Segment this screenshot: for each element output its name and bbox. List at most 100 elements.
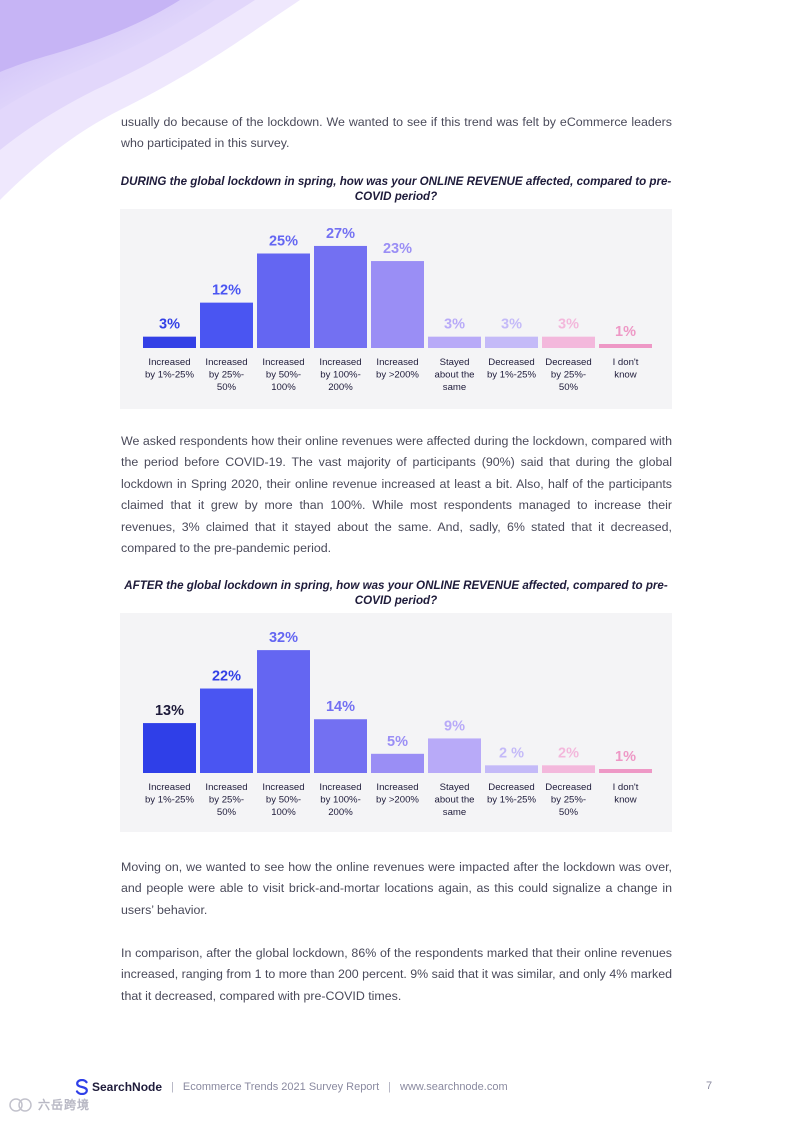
bar-value-label-0: 3% [159, 317, 180, 333]
category-label-1: Increased by 25%-50% [205, 357, 247, 393]
category-label-line: 200% [328, 382, 353, 393]
category-label-0: Increased by 1%-25% [145, 782, 195, 806]
bar-8 [599, 769, 652, 773]
during-analysis-paragraph: We asked respondents how their online re… [121, 434, 672, 556]
bar-value-label-1: 22% [212, 669, 241, 685]
bar-value-label-4: 23% [383, 241, 412, 257]
bar-1 [200, 688, 253, 773]
bar-value-label-2: 32% [269, 630, 298, 646]
watermark: 六岳跨境 [8, 1096, 90, 1113]
bar-value-label-5: 3% [444, 317, 465, 333]
bar-4 [371, 753, 424, 773]
category-label-line: by >200% [376, 370, 419, 381]
footer-separator: | [388, 1081, 392, 1093]
category-label-line: by 25%- [209, 370, 244, 381]
bar-5 [428, 738, 481, 773]
chart-panel-during: 3% Increased by 1%-25% 12% Increased by 25%-5… [120, 209, 672, 409]
footer-url-link[interactable]: www.searchnode.com [400, 1081, 508, 1093]
category-label-line: Increased [205, 782, 247, 793]
bar-8 [599, 344, 652, 348]
category-label-5: Stayed about the same [434, 782, 474, 818]
category-label-line: Decreased [488, 782, 534, 793]
decorative-wave-background [0, 0, 300, 200]
category-label-line: 50% [217, 382, 237, 393]
bar-value-label-6: 3% [501, 317, 522, 333]
category-label-line: by 25%- [551, 370, 586, 381]
bar-7 [542, 336, 595, 348]
category-label-line: by 1%-25% [145, 795, 195, 806]
category-label-line: Stayed [440, 357, 470, 368]
intro-paragraph: usually do because of the lockdown. We w… [121, 115, 672, 151]
bar-6 [485, 765, 538, 773]
category-label-line: by 1%-25% [487, 370, 537, 381]
category-label-3: Increased by 100%-200% [319, 357, 361, 393]
category-label-line: 50% [559, 382, 579, 393]
category-label-5: Stayed about the same [434, 357, 474, 393]
category-label-line: 200% [328, 807, 353, 818]
category-label-line: about the [434, 370, 474, 381]
transition-paragraph: Moving on, we wanted to see how the onli… [121, 860, 672, 917]
category-label-line: Decreased [545, 782, 591, 793]
category-label-line: Increased [205, 357, 247, 368]
bar-value-label-7: 3% [558, 317, 579, 333]
category-label-line: by 25%- [551, 795, 586, 806]
category-label-line: by 100%- [320, 370, 361, 381]
footer-separator: | [171, 1081, 174, 1093]
page-footer: SearchNode | Ecommerce Trends 2021 Surve… [75, 1078, 508, 1096]
bar-0 [143, 723, 196, 773]
category-label-line: same [443, 382, 466, 393]
category-label-6: Decreased by 1%-25% [487, 782, 537, 806]
category-label-line: 100% [271, 807, 296, 818]
category-label-8: I don't know [613, 357, 639, 381]
category-label-6: Decreased by 1%-25% [487, 357, 537, 381]
category-label-line: Stayed [440, 782, 470, 793]
bar-7 [542, 765, 595, 773]
category-label-7: Decreased by 25%-50% [545, 357, 591, 393]
category-label-4: Increased by >200% [376, 782, 419, 806]
bar-chart-during: 3%Increased by 1%-25%12%Increased by 25%-5… [143, 226, 652, 393]
footer-brand: SearchNode [92, 1080, 163, 1094]
category-label-line: Increased [262, 782, 304, 793]
category-label-7: Decreased by 25%-50% [545, 782, 591, 818]
category-label-line: same [443, 807, 466, 818]
category-label-line: by 25%- [209, 795, 244, 806]
bar-4 [371, 261, 424, 348]
bar-value-label-6: 2 % [499, 745, 524, 761]
bar-value-label-8: 1% [615, 749, 636, 765]
comparison-paragraph: In comparison, after the global lockdown… [121, 946, 672, 1003]
category-label-line: Decreased [545, 357, 591, 368]
category-label-3: Increased by 100%-200% [319, 782, 361, 818]
category-label-line: Increased [148, 357, 190, 368]
bar-value-label-4: 5% [387, 734, 408, 750]
category-label-8: I don't know [613, 782, 639, 806]
category-label-line: by 50%- [266, 795, 301, 806]
bar-value-label-2: 25% [269, 234, 298, 250]
chart-panel-after: 13% Increased by 1%-25% 22% Increased by 25%-… [120, 613, 672, 832]
category-label-line: I don't [613, 782, 639, 793]
category-label-line: by 100%- [320, 795, 361, 806]
category-label-line: Increased [319, 782, 361, 793]
bar-value-label-3: 14% [326, 699, 355, 715]
category-label-line: Increased [376, 782, 418, 793]
category-label-2: Increased by 50%-100% [262, 357, 304, 393]
category-label-line: by >200% [376, 795, 419, 806]
category-label-2: Increased by 50%-100% [262, 782, 304, 818]
category-label-line: 100% [271, 382, 296, 393]
category-label-line: 50% [217, 807, 237, 818]
category-label-line: about the [434, 795, 474, 806]
category-label-1: Increased by 25%-50% [205, 782, 247, 818]
category-label-line: Decreased [488, 357, 534, 368]
category-label-line: Increased [319, 357, 361, 368]
bar-chart-after: 13% Increased by 1%-25% 22% Increased by 25%-… [143, 630, 652, 818]
footer-report-title: Ecommerce Trends 2021 Survey Report [182, 1081, 380, 1093]
category-label-line: Increased [376, 357, 418, 368]
category-label-0: Increased by 1%-25% [145, 357, 195, 381]
bar-2 [257, 253, 310, 348]
watermark-logo-icon [9, 1097, 32, 1112]
bar-value-label-8: 1% [615, 324, 636, 340]
bar-value-label-5: 9% [444, 718, 465, 734]
chart-title-after: AFTER the global lockdown in spring, how… [124, 579, 668, 607]
category-label-line: 50% [559, 807, 579, 818]
category-label-line: by 50%- [266, 370, 301, 381]
chart-title-during: DURING the global lockdown in spring, ho… [120, 175, 672, 203]
